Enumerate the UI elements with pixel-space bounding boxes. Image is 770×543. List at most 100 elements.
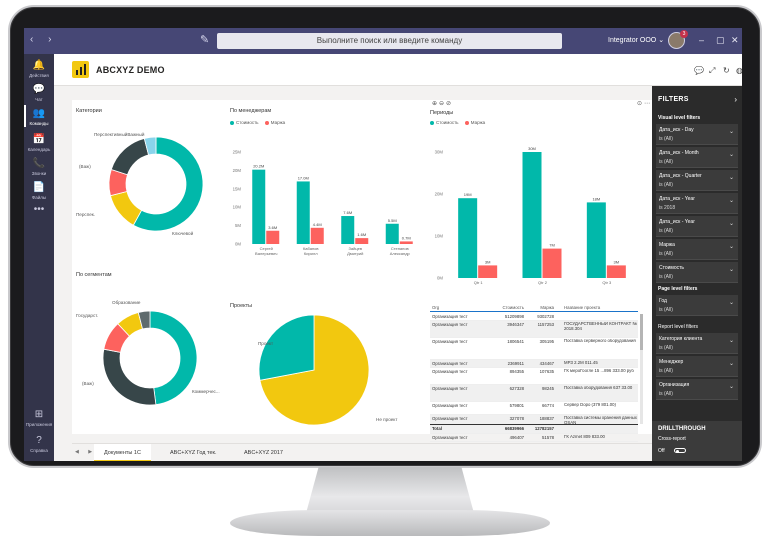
chevron-down-icon[interactable]: ⌄	[728, 267, 734, 273]
search-input[interactable]: Выполните поиск или введите команду	[217, 33, 562, 49]
table-row[interactable]: Организация тест 627328 98245 Поставка обор…	[430, 385, 638, 402]
bar-Маржа-3[interactable]	[399, 241, 413, 244]
bar-Стоимость-2[interactable]	[586, 202, 606, 278]
files-icon: 📄	[32, 182, 46, 193]
filter-card[interactable]: Категория клиента is (All) ⌄	[656, 333, 738, 354]
conversation-icon[interactable]: 💬	[694, 66, 704, 75]
bar-Стоимость-1[interactable]	[522, 152, 542, 278]
tab-page-3[interactable]: ABC+XYZ 2017	[244, 450, 283, 456]
bar-Маржа-2[interactable]	[606, 265, 626, 278]
filter-card[interactable]: Дата_иск - Month is (All) ⌄	[656, 147, 738, 168]
filter-card[interactable]: Год is (All) ⌄	[656, 295, 738, 316]
chevron-down-icon[interactable]: ⌄	[728, 175, 734, 181]
filter-card[interactable]: Стоимость is (All) ⌄	[656, 262, 738, 283]
chevron-down-icon[interactable]: ⌄	[728, 129, 734, 135]
slice-Проект[interactable]	[258, 314, 315, 381]
chevron-down-icon[interactable]: ⌄	[728, 361, 734, 367]
rail-item-apps[interactable]: ⊞ Приложения	[24, 409, 54, 428]
chevron-down-icon[interactable]: ⌄	[728, 221, 734, 227]
table-row[interactable]: Организация тест 579801 66774 Сервер Dopo (…	[430, 402, 638, 415]
rail-item-chat[interactable]: 💬 Чат	[24, 84, 54, 103]
col-margin[interactable]: Маржа	[540, 305, 554, 310]
chevron-down-icon[interactable]: ⌄	[728, 300, 734, 306]
compose-icon[interactable]: ✎	[200, 34, 210, 46]
rail-item-phone[interactable]: 📞 Звонки	[24, 158, 54, 177]
bar-Маржа-0[interactable]	[478, 265, 498, 278]
refresh-icon[interactable]: ↻	[723, 66, 730, 75]
focus-mode-icon[interactable]: ⊙⋯	[637, 101, 653, 107]
slice-Коммерчес...[interactable]	[149, 310, 198, 406]
collapse-pane-icon[interactable]: ›	[734, 95, 737, 104]
table-row[interactable]: Организация тест 2369911 434467 МРЗ 2.2М 01…	[430, 360, 638, 368]
col-project-name[interactable]: Название проекта	[564, 305, 601, 310]
segments-label-4: Коммерчес...	[192, 389, 220, 394]
by-manager-bar-chart[interactable]: 0M 5M 10M 15M 20M 25M 20.2M 17.0M 7.6M 5.5M 3.6M 4.…	[222, 130, 427, 265]
periods-title: Периоды	[430, 110, 454, 116]
y-tick-label: 15M	[233, 186, 242, 191]
chevron-down-icon[interactable]: ⌄	[728, 338, 734, 344]
col-org[interactable]: Org	[432, 305, 440, 310]
maximize-icon[interactable]: ▢	[716, 35, 725, 45]
slice-Прочее[interactable]	[137, 310, 151, 330]
table-cell: ГОСУДАРСТВЕННЫЙ КОНТРАКТ № 2018.304	[564, 322, 638, 331]
rail-item-teams[interactable]: 👥 Команды	[24, 105, 54, 127]
tab-page-2[interactable]: ABC+XYZ Год тек.	[170, 450, 217, 456]
rail-item-files[interactable]: 📄 Файлы	[24, 182, 54, 201]
bar-Маржа-1[interactable]	[310, 227, 324, 244]
cross-report-toggle[interactable]	[674, 448, 686, 453]
table-row[interactable]: Организация тест 894355 107635 ГК мероГоогл…	[430, 368, 638, 385]
bar-Стоимость-0[interactable]	[458, 198, 478, 278]
filter-name: Дата_иск - Day	[659, 127, 694, 133]
back-forward-icon[interactable]: ‹ ›	[30, 34, 58, 45]
visual-header-icons[interactable]: ⊕⊖⊘	[432, 101, 454, 107]
projects-table[interactable]: Org Стоимость Маржа Название проекта Орг…	[430, 304, 644, 442]
bar-Маржа-0[interactable]	[266, 230, 280, 244]
table-cell: Организация тест	[432, 386, 468, 391]
rail-item-calendar[interactable]: 📅 Календарь	[24, 134, 54, 153]
rail-item-help[interactable]: ? Справка	[24, 435, 54, 454]
tab-page-1[interactable]: Документы 1С	[94, 444, 151, 461]
bar-Стоимость-1[interactable]	[296, 181, 310, 244]
table-row[interactable]: Организация тест 496407 51578 ГК Azmet 809 …	[430, 434, 638, 442]
filter-card[interactable]: Дата_иск - Day is (All) ⌄	[656, 124, 738, 145]
expand-icon[interactable]: ⤢	[709, 66, 716, 75]
filter-card[interactable]: Менеджер is (All) ⌄	[656, 356, 738, 377]
filter-card[interactable]: Маржа is (All) ⌄	[656, 239, 738, 260]
filter-card[interactable]: Дата_иск - Year is 2018 ⌄	[656, 193, 738, 214]
slice-Не проект[interactable]	[259, 314, 370, 426]
table-row[interactable]: Организация тест 3946347 1157253 ГОСУДАРСТВ…	[430, 321, 638, 338]
table-scrollbar[interactable]	[640, 314, 643, 424]
bar-Стоимость-3[interactable]	[385, 223, 399, 244]
globe-icon[interactable]: ◍	[736, 66, 742, 75]
col-cost[interactable]: Стоимость	[502, 305, 524, 310]
filter-card[interactable]: Дата_иск - Quarter is (All) ⌄	[656, 170, 738, 191]
rail-item-bell[interactable]: 🔔 Действия	[24, 60, 54, 79]
slice-(Важ)[interactable]	[102, 348, 157, 406]
periods-bar-chart[interactable]: 0M 10M 20M 30M 19M 30M 18M 3M 7M 3M Qtr 1 Qtr 2 Qtr …	[424, 130, 649, 295]
chevron-down-icon[interactable]: ⌄	[728, 244, 734, 250]
table-row[interactable]: Организация тест 1806541 305195 Поставка се…	[430, 338, 638, 360]
org-switcher[interactable]: Integrator OOO ⌄	[608, 37, 665, 44]
chevron-down-icon[interactable]: ⌄	[728, 198, 734, 204]
chevron-down-icon[interactable]: ⌄	[728, 384, 734, 390]
table-row[interactable]: Организация тест 51209898 9302728	[430, 313, 638, 321]
close-icon[interactable]: ✕	[731, 35, 739, 45]
table-cell: 579801	[509, 403, 524, 408]
bar-Маржа-2[interactable]	[355, 238, 369, 244]
bar-Стоимость-2[interactable]	[341, 216, 355, 244]
bar-Маржа-1[interactable]	[542, 248, 562, 278]
filter-card[interactable]: Дата_иск - Year is (All) ⌄	[656, 216, 738, 237]
categories-donut[interactable]	[72, 116, 222, 256]
segments-donut[interactable]	[72, 290, 222, 430]
slice-ПерспективныйВажный[interactable]	[110, 137, 150, 176]
slice-Ключевой[interactable]	[132, 136, 204, 232]
bar-Стоимость-0[interactable]	[252, 169, 266, 244]
tab-scroll-icon[interactable]: ◀ ▶	[75, 449, 97, 455]
chevron-down-icon[interactable]: ⌄	[728, 152, 734, 158]
avatar[interactable]: 3	[668, 30, 688, 49]
minimize-icon[interactable]: –	[699, 35, 705, 45]
filter-card[interactable]: Организация is (All) ⌄	[656, 379, 738, 400]
projects-pie[interactable]	[257, 310, 387, 430]
slice-Важный[interactable]	[143, 136, 157, 156]
rail-item-more[interactable]: •••	[24, 204, 54, 217]
